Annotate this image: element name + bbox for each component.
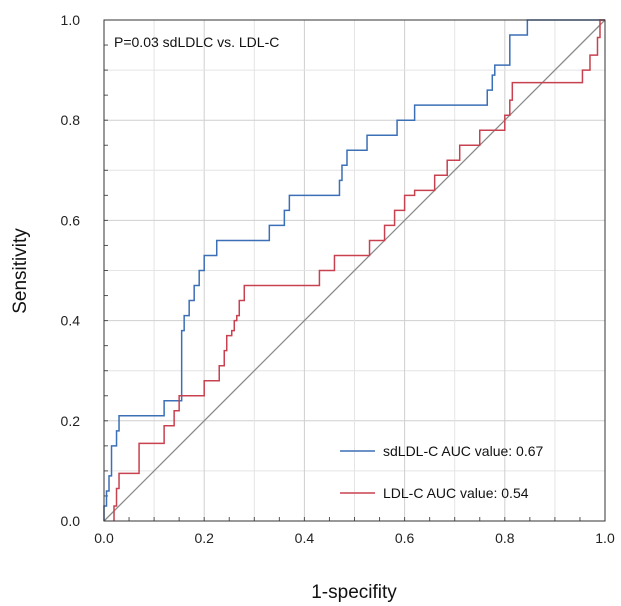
annotation-p-value: P=0.03 sdLDLC vs. LDL-C — [114, 34, 279, 50]
series-line-ldl-c — [113, 19, 605, 521]
y-tick-label: 0.6 — [61, 212, 81, 228]
x-tick-label: 0.4 — [295, 530, 315, 546]
y-tick-label: 0.8 — [61, 112, 81, 128]
series-line-sdldl-c — [103, 19, 605, 521]
x-axis-title: 1-specifity — [311, 582, 397, 603]
x-tick-label: 0.6 — [395, 530, 415, 546]
x-tick-label: 0.8 — [495, 530, 515, 546]
x-tick-label: 0.0 — [94, 530, 114, 546]
x-tick-label: 1.0 — [595, 530, 615, 546]
y-tick-label: 1.0 — [61, 12, 81, 28]
legend: sdLDL-C AUC value: 0.67 LDL-C AUC value:… — [340, 443, 544, 501]
reference-diagonal — [103, 19, 606, 522]
y-tick-label: 0.0 — [61, 513, 81, 529]
legend-label-sdldl: sdLDL-C AUC value: 0.67 — [383, 443, 544, 459]
legend-label-ldl: LDL-C AUC value: 0.54 — [383, 485, 529, 501]
y-tick-labels: 0.0 0.2 0.4 0.6 0.8 1.0 — [61, 12, 81, 529]
y-axis-title: Sensitivity — [10, 228, 31, 314]
y-tick-label: 0.4 — [61, 313, 81, 329]
y-tick-label: 0.2 — [61, 413, 81, 429]
series-layer — [103, 19, 605, 521]
x-tick-label: 0.2 — [194, 530, 214, 546]
x-tick-labels: 0.0 0.2 0.4 0.6 0.8 1.0 — [94, 530, 615, 546]
plot-border — [103, 19, 606, 522]
